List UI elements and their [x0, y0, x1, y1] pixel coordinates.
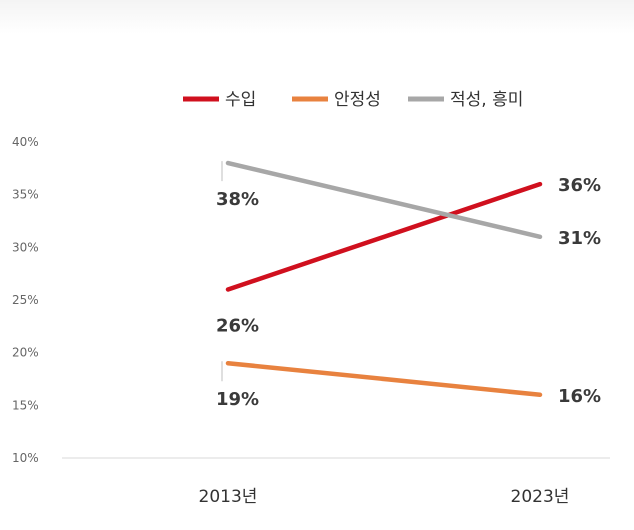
y-tick-label-15: 15% [12, 398, 39, 412]
data-label-안정성-0: 19% [216, 389, 259, 410]
legend-label-적성-흥미: 적성, 흥미 [450, 90, 523, 110]
data-label-수입-0: 26% [216, 315, 259, 336]
data-label-적성-흥미-0: 38% [216, 189, 259, 210]
x-axis-ticks: 2013년 2023년 [199, 487, 570, 507]
data-labels: 26% 36% 19% 16% 38% 31% [216, 161, 601, 410]
series-line-안정성 [225, 360, 543, 398]
y-tick-label-30: 30% [12, 240, 39, 254]
y-tick-label-40: 40% [12, 135, 39, 149]
legend-label-안정성: 안정성 [334, 90, 381, 110]
legend: 수입 안정성 적성, 흥미 [183, 90, 523, 110]
series-line-수입 [225, 181, 543, 292]
y-axis-ticks: 10% 15% 20% 25% 30% 35% 40% [12, 135, 39, 465]
legend-label-수입: 수입 [225, 90, 256, 110]
series-line-적성-흥미 [225, 160, 543, 240]
data-label-수입-1: 36% [558, 175, 601, 196]
y-tick-label-20: 20% [12, 346, 39, 360]
y-tick-label-10: 10% [12, 451, 39, 465]
x-tick-label-1: 2023년 [511, 487, 570, 507]
data-label-적성-흥미-1: 31% [558, 228, 601, 249]
series-lines [225, 160, 543, 398]
x-tick-label-0: 2013년 [199, 487, 258, 507]
data-label-안정성-1: 16% [558, 386, 601, 407]
window-top-strip [0, 0, 634, 34]
y-tick-label-25: 25% [12, 293, 39, 307]
y-tick-label-35: 35% [12, 188, 39, 202]
